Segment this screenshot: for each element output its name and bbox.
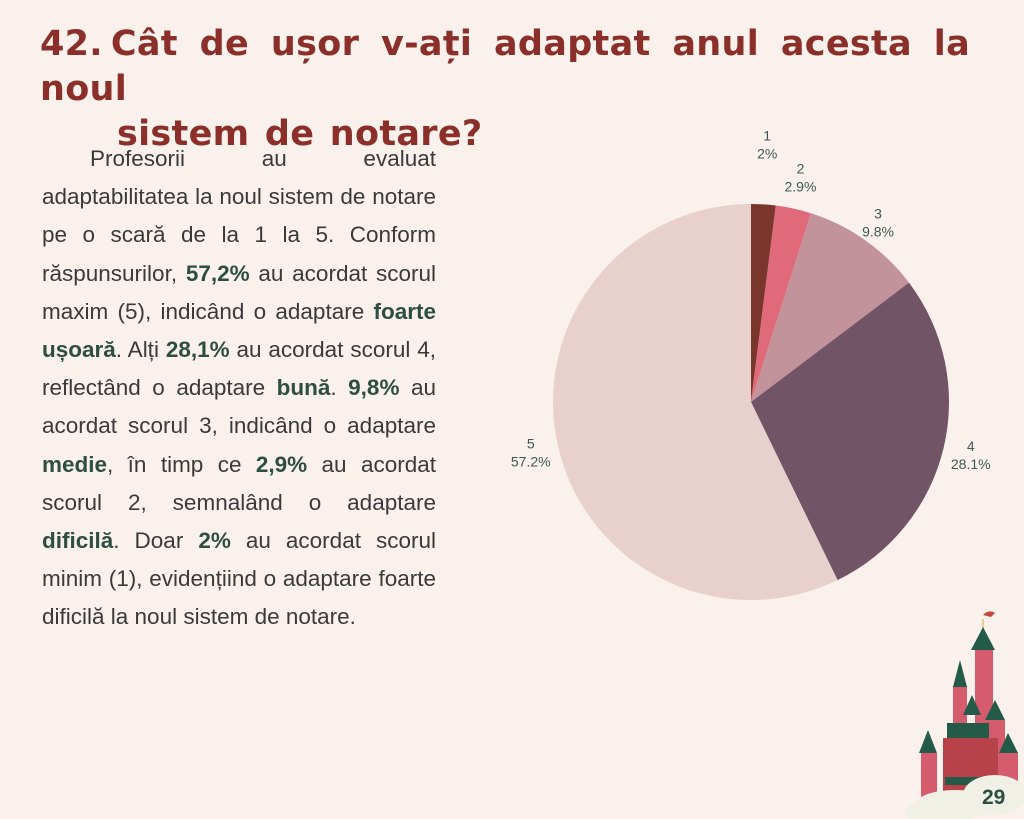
pie-label-value: 28.1% [951,456,991,472]
highlight-text: dificilă [42,528,114,554]
paragraph-text: . [330,375,349,401]
pie-slice-5 [552,204,838,600]
paragraph-text: au acordat scorul maxim (5), indicând o … [42,260,436,324]
paragraph-text: au acordat scorul 4, reflectând o adapta… [42,337,436,401]
paragraph-text: . Doar [113,528,199,554]
highlight-text: 9,8% [348,375,400,401]
paragraph-text: Profesorii au evaluat adaptabilitatea la… [42,146,436,286]
highlight-text: 28,1% [165,337,230,363]
paragraph-text: . Alți [115,337,166,363]
title-line-2: sistem de notare? [117,114,483,154]
pie-slice-3 [751,213,909,402]
pie-label-value: 9.8% [862,223,894,239]
pie-label-category: 2 [797,160,805,176]
highlight-text: medie [42,451,108,477]
paragraph-text: au acordat scorul 3, indicând o adaptare [42,375,436,439]
pie-label-category: 4 [967,438,975,454]
highlight-text: 57,2% [185,260,250,286]
pie-label-category: 1 [763,128,771,144]
description-paragraph: Profesorii au evaluat adaptabilitatea la… [42,140,436,637]
pie-label-value: 2.9% [785,178,817,194]
pie-label-value: 2% [757,146,777,162]
pie-slice-4 [751,282,949,581]
paragraph-text: au acordat scorul minim (1), evidențiind… [42,528,436,630]
title-line-1: Cât de ușor v-ați adaptat anul acesta la… [40,24,970,109]
paragraph-text: , în timp ce [107,451,256,477]
highlight-text: 2,9% [255,451,308,477]
highlight-text: foarte ușoară [42,298,436,363]
paragraph-text: au acordat scorul 2, semnalând o adaptar… [42,451,436,515]
question-title: 42. Cât de ușor v-ați adaptat anul acesta… [40,22,970,157]
highlight-text: bună [276,375,331,401]
pie-label-value: 57.2% [511,454,551,470]
pie-label-category: 3 [874,205,882,221]
question-number: 42. [40,24,103,64]
castle-illustration [905,605,1024,819]
pie-slice-2 [751,205,812,402]
pie-label-category: 5 [527,436,535,452]
highlight-text: 2% [198,528,231,554]
pie-slice-1 [751,204,776,402]
page-number: 29 [982,786,1006,809]
